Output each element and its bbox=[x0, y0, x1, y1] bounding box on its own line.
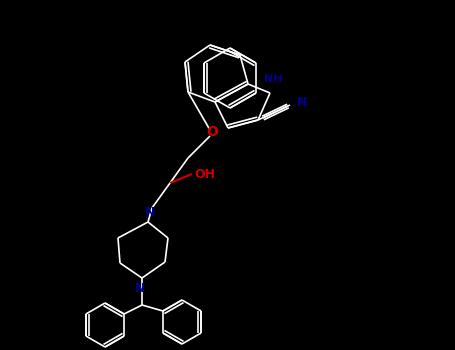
Text: N: N bbox=[297, 96, 307, 108]
Text: OH: OH bbox=[194, 168, 215, 181]
Text: O: O bbox=[206, 125, 218, 139]
Text: N: N bbox=[135, 281, 145, 294]
Text: NH: NH bbox=[264, 74, 282, 84]
Text: N: N bbox=[145, 205, 155, 218]
